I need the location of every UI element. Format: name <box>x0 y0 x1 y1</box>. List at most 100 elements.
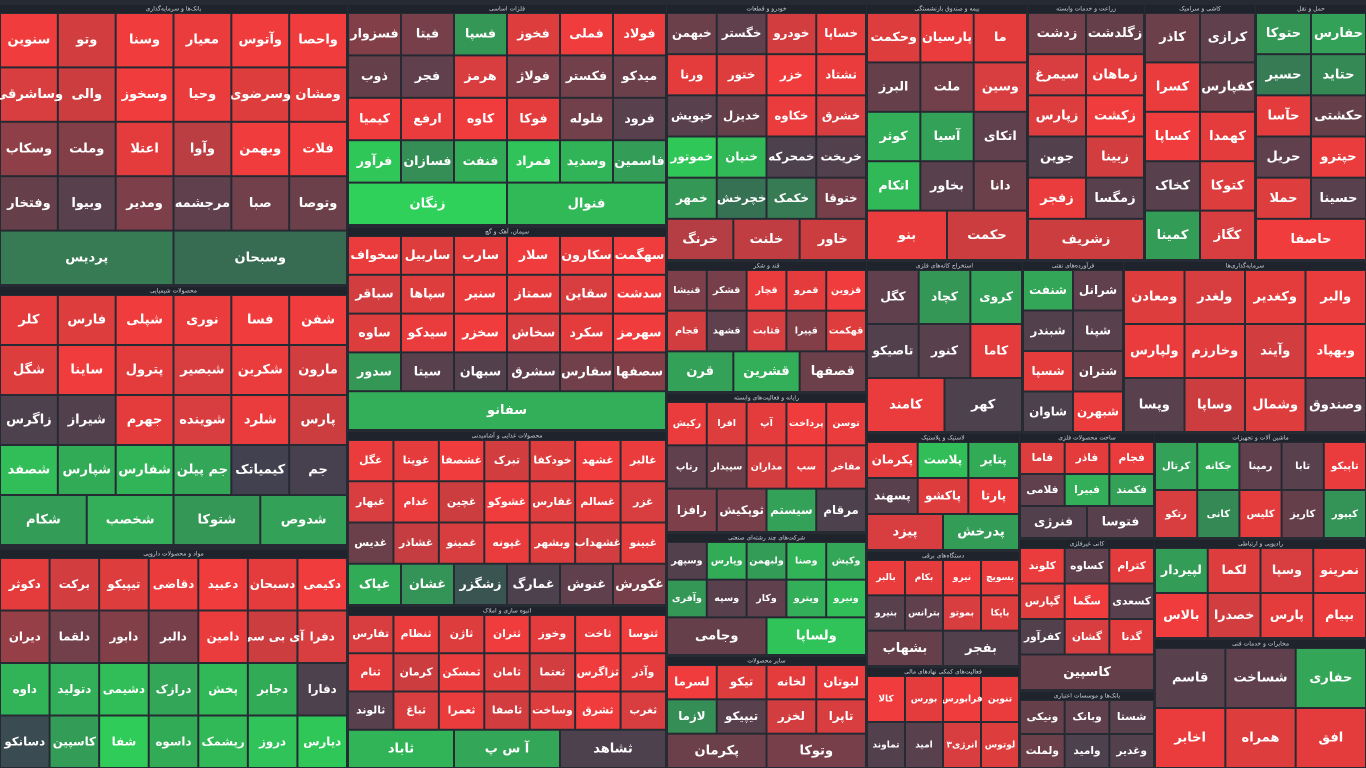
stock-name: دقاضی <box>153 577 195 591</box>
stock-tile <box>393 691 439 730</box>
stock-tile <box>198 715 248 768</box>
stock-name: کهمدا <box>1209 129 1246 144</box>
stock-name: وآفری <box>672 591 702 604</box>
stock-tile <box>1145 62 1200 112</box>
stock-tile <box>970 270 1022 324</box>
stock-tile <box>667 579 707 618</box>
stock-name: قشهد <box>713 326 741 337</box>
stock-name: زاگرس <box>6 412 52 428</box>
stock-name: ما <box>994 29 1007 44</box>
stock-tile <box>920 161 974 211</box>
stock-tile <box>867 13 921 63</box>
stock-name: خصدرا <box>1214 607 1254 622</box>
stock-name: خچرخش <box>717 191 767 206</box>
stock-name: سنوین <box>8 33 51 48</box>
stock-name: دتولید <box>57 682 91 697</box>
stock-name: کروی <box>979 290 1014 304</box>
stock-name: شفارس <box>118 463 170 478</box>
stock-name: پترول <box>126 363 164 378</box>
stock-name: رتکو <box>1164 509 1187 520</box>
stock-tile <box>575 522 621 564</box>
stock-tile <box>231 345 290 395</box>
stock-name: قمرو <box>793 285 818 296</box>
stock-tile <box>1239 442 1282 490</box>
stock-tile <box>981 560 1019 596</box>
stock-name: حکمت <box>967 228 1006 243</box>
stock-tile <box>348 236 401 275</box>
stock-name: غنوش <box>567 576 606 591</box>
stock-name: وپسا <box>1139 398 1170 413</box>
stock-name: ثاصفا <box>492 704 522 717</box>
stock-tile <box>575 615 621 654</box>
stock-tile <box>1023 310 1073 351</box>
stock-name: شدوص <box>281 513 327 528</box>
stock-name: وکغدیر <box>1253 290 1297 305</box>
stock-tile <box>786 445 827 489</box>
stock-tile <box>348 440 394 482</box>
stock-name: البرز <box>878 79 909 94</box>
stock-tile <box>1086 136 1144 178</box>
stock-tile <box>917 478 969 514</box>
stock-tile <box>716 488 767 532</box>
stock-tile <box>198 558 248 611</box>
stock-name: قصفها <box>811 364 855 379</box>
sector-title: مخابرات و خدمات فنی <box>1232 641 1289 648</box>
stock-name: شسپا <box>1031 364 1064 378</box>
stock-tile <box>1311 177 1366 219</box>
stock-name: والبر <box>1319 290 1351 305</box>
stock-name: ثنظام <box>401 627 432 640</box>
stock-tile <box>867 270 919 324</box>
stock-name: بموتو <box>949 609 974 619</box>
stock-tile <box>348 691 394 730</box>
stock-name: سلار <box>518 247 548 262</box>
stock-name: حاصفا <box>1290 232 1331 247</box>
stock-name: حپترو <box>1319 150 1356 165</box>
stock-name: وساپا <box>1197 398 1233 413</box>
stock-tile <box>981 676 1019 722</box>
stock-name: کوثر <box>879 128 909 143</box>
stock-name: خکاوه <box>774 108 808 123</box>
stock-tile <box>905 722 943 768</box>
stock-tile <box>348 352 401 392</box>
stock-name: فارس <box>67 313 106 328</box>
stock-name: وسخوز <box>121 87 168 102</box>
stock-name: ثامان <box>493 665 521 678</box>
stock-name: انرژی۳ <box>947 741 978 751</box>
stock-name: زدشت <box>1037 26 1078 41</box>
stock-name: ثاخت <box>584 627 611 640</box>
stock-tile <box>947 210 1027 261</box>
stock-name: مفاخر <box>831 462 861 473</box>
stock-tile <box>1184 270 1245 324</box>
stock-tile <box>454 352 507 392</box>
stock-name: برکت <box>59 577 90 592</box>
stock-tile <box>667 402 707 446</box>
stock-tile <box>560 97 613 141</box>
stock-name: جکانه <box>1205 461 1232 472</box>
stock-name: وکیش <box>832 555 861 566</box>
stock-name: شتوکا <box>198 513 237 528</box>
stock-tile <box>1295 648 1366 708</box>
stock-tile <box>1064 548 1110 584</box>
stock-tile <box>766 95 817 137</box>
stock-tile <box>1109 548 1155 584</box>
stock-tile <box>484 615 530 654</box>
stock-name: کالا <box>878 695 894 705</box>
sector-title: رایانه و فعالیت‌های وابسته <box>734 395 799 402</box>
stock-tile <box>1020 654 1154 690</box>
stock-tile <box>1020 474 1065 506</box>
stock-name: پسهند <box>874 489 911 503</box>
stock-tile <box>231 295 290 345</box>
stock-tile <box>289 176 347 231</box>
stock-tile <box>1200 210 1255 261</box>
stock-tile <box>1124 270 1185 324</box>
stock-tile <box>973 111 1028 162</box>
stock-tile <box>1023 391 1073 432</box>
stock-tile <box>348 481 394 523</box>
stock-name: ثمسکن <box>442 665 480 678</box>
stock-tile <box>49 715 100 768</box>
stock-name: زشریف <box>1062 232 1111 247</box>
stock-tile <box>529 653 576 692</box>
stock-name: لوتوس <box>985 741 1015 751</box>
stock-name: مارون <box>298 363 338 378</box>
